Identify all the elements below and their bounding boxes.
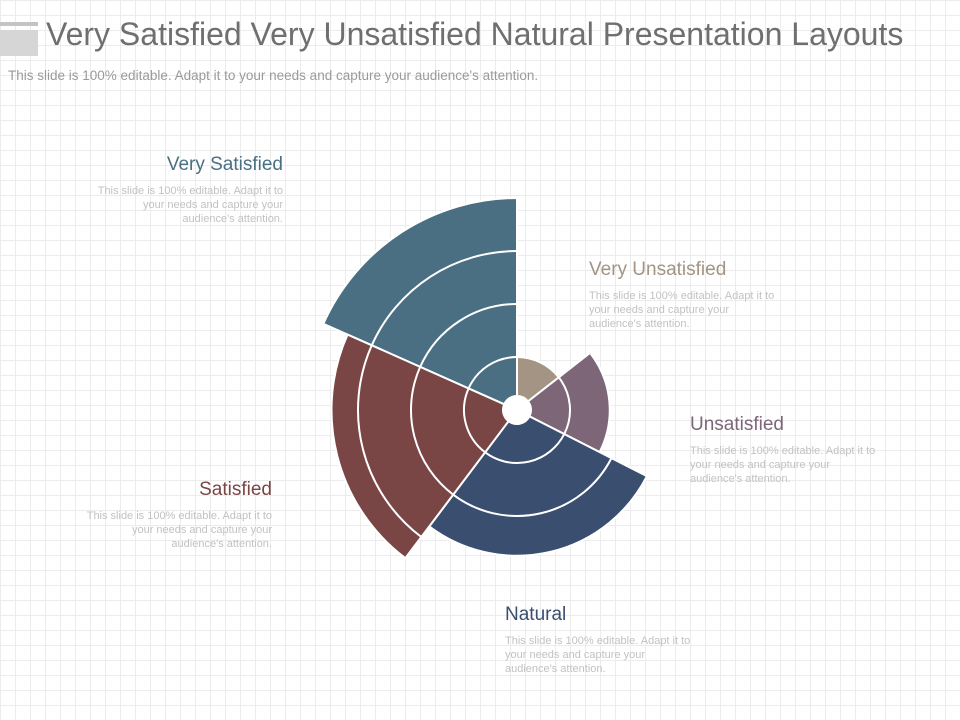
label-satisfied: Satisfied This slide is 100% editable. A…: [77, 479, 272, 551]
label-very-satisfied-title: Very Satisfied: [166, 154, 283, 175]
label-very-unsatisfied-title: Very Unsatisfied: [589, 259, 727, 280]
ring-line-very-satisfied-1: [467, 356, 518, 389]
label-very-unsatisfied-text: This slide is 100% editable. Adapt it to…: [589, 290, 775, 330]
ring-line-satisfied-2: [410, 366, 454, 496]
slide-title: Very Satisfied Very Unsatisfied Natural …: [46, 16, 904, 52]
label-very-satisfied-text: This slide is 100% editable. Adapt it to…: [97, 185, 283, 225]
slide-subtitle: This slide is 100% editable. Adapt it to…: [8, 68, 539, 83]
label-natural-title: Natural: [505, 604, 567, 625]
label-natural-text: This slide is 100% editable. Adapt it to…: [505, 635, 691, 675]
label-natural: Natural This slide is 100% editable. Ada…: [505, 604, 700, 676]
ring-line-very-satisfied-3: [370, 250, 518, 346]
title-accent-line: [0, 22, 38, 26]
ring-line-natural-2: [452, 457, 613, 517]
ring-line-unsatisfied-1: [557, 376, 571, 435]
center-hole: [503, 396, 531, 424]
ring-line-satisfied-1: [463, 388, 486, 454]
label-very-satisfied: Very Satisfied This slide is 100% editab…: [88, 154, 283, 226]
label-very-unsatisfied: Very Unsatisfied This slide is 100% edit…: [589, 259, 784, 331]
label-unsatisfied: Unsatisfied This slide is 100% editable.…: [690, 414, 885, 486]
ring-line-natural-1: [484, 433, 566, 464]
title-accent-block: [0, 30, 38, 56]
ring-line-satisfied-3: [357, 344, 422, 538]
label-unsatisfied-text: This slide is 100% editable. Adapt it to…: [690, 445, 876, 485]
label-satisfied-text: This slide is 100% editable. Adapt it to…: [86, 510, 272, 550]
ring-line-very-satisfied-2: [419, 303, 518, 368]
title-accent: [0, 22, 38, 56]
label-unsatisfied-title: Unsatisfied: [690, 414, 784, 435]
label-satisfied-title: Satisfied: [199, 479, 272, 500]
